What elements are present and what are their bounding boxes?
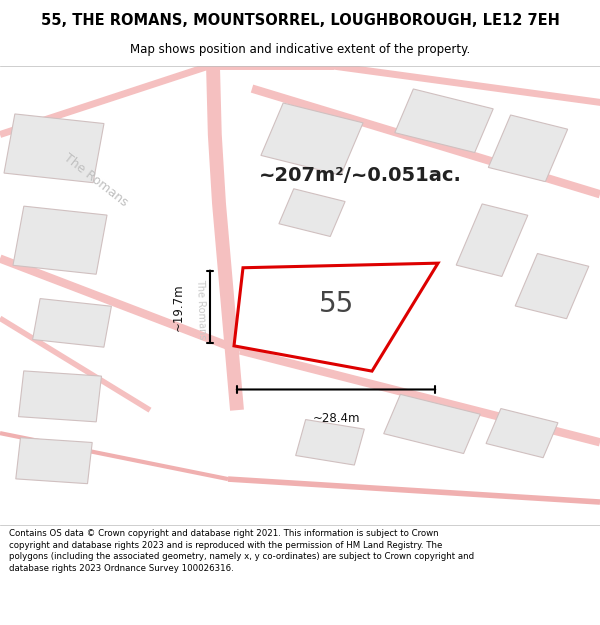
Polygon shape bbox=[32, 299, 112, 347]
Polygon shape bbox=[456, 204, 528, 276]
Polygon shape bbox=[384, 394, 480, 454]
Text: 55, THE ROMANS, MOUNTSORREL, LOUGHBOROUGH, LE12 7EH: 55, THE ROMANS, MOUNTSORREL, LOUGHBOROUG… bbox=[41, 13, 559, 28]
Polygon shape bbox=[13, 206, 107, 274]
Polygon shape bbox=[395, 89, 493, 152]
Polygon shape bbox=[515, 254, 589, 319]
Text: Contains OS data © Crown copyright and database right 2021. This information is : Contains OS data © Crown copyright and d… bbox=[9, 529, 474, 573]
Text: ~28.4m: ~28.4m bbox=[312, 412, 360, 426]
Polygon shape bbox=[19, 371, 101, 422]
Polygon shape bbox=[261, 103, 363, 175]
Text: 55: 55 bbox=[319, 291, 353, 319]
Polygon shape bbox=[16, 438, 92, 484]
Polygon shape bbox=[279, 189, 345, 236]
Text: ~19.7m: ~19.7m bbox=[172, 283, 185, 331]
Text: The Romans: The Romans bbox=[61, 151, 131, 209]
Polygon shape bbox=[486, 409, 558, 458]
Polygon shape bbox=[234, 263, 438, 371]
Polygon shape bbox=[4, 114, 104, 182]
Text: ~207m²/~0.051ac.: ~207m²/~0.051ac. bbox=[259, 166, 461, 186]
Polygon shape bbox=[488, 115, 568, 182]
Text: Map shows position and indicative extent of the property.: Map shows position and indicative extent… bbox=[130, 42, 470, 56]
Polygon shape bbox=[296, 419, 364, 465]
Text: The Romans: The Romans bbox=[195, 279, 207, 339]
